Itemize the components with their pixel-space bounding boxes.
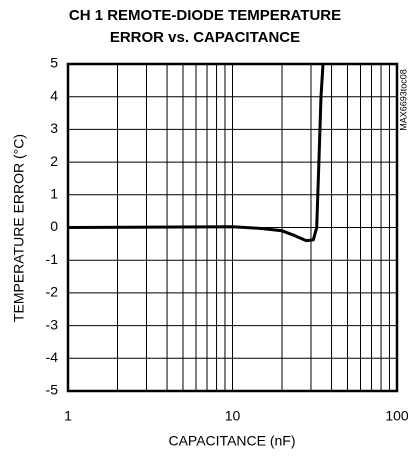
chart-title: ERROR vs. CAPACITANCE <box>110 29 300 46</box>
y-axis-label: TEMPERATURE ERROR (°C) <box>11 134 27 322</box>
y-tick-label: 2 <box>50 153 58 169</box>
y-tick-label: -2 <box>46 284 59 300</box>
x-tick-label: 10 <box>225 408 241 424</box>
y-tick-label: -5 <box>46 382 59 398</box>
y-tick-label: 3 <box>50 120 58 136</box>
x-tick-label: 100 <box>385 408 409 424</box>
y-tick-label: -4 <box>46 349 59 365</box>
x-tick-label: 1 <box>64 408 72 424</box>
y-tick-label: 0 <box>50 218 58 234</box>
data-line <box>67 63 325 243</box>
y-tick-label: -1 <box>46 251 59 267</box>
y-tick-label: 4 <box>50 87 58 103</box>
y-tick-label: 1 <box>50 186 58 202</box>
chart-title: CH 1 REMOTE-DIODE TEMPERATURE <box>69 7 341 24</box>
y-tick-label: -3 <box>46 316 59 332</box>
y-tick-label: 5 <box>50 55 58 71</box>
x-axis-label: CAPACITANCE (nF) <box>168 433 295 449</box>
annotation: MAX6693toc08 <box>398 69 408 131</box>
